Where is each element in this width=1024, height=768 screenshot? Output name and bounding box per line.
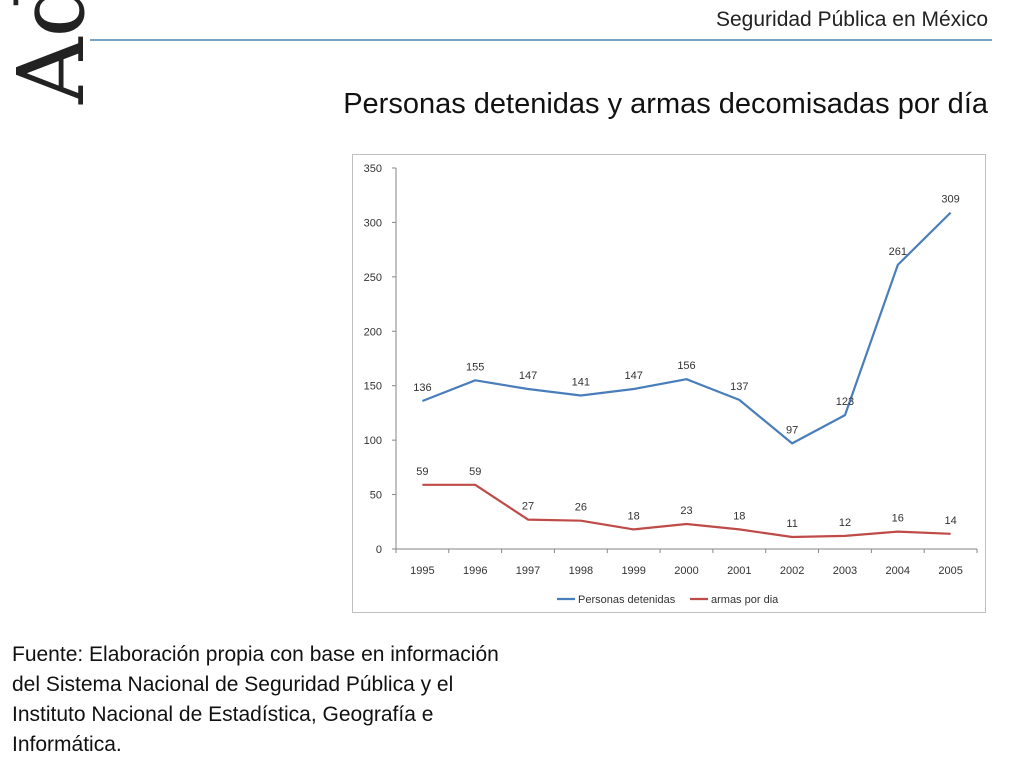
data-label: 147 (625, 370, 643, 382)
logo: AdA (0, 0, 110, 110)
y-tick-label: 250 (364, 272, 382, 284)
data-label: 137 (730, 381, 748, 393)
x-tick-label: 1998 (569, 565, 593, 577)
data-label: 27 (522, 501, 534, 513)
logo-text: AdA (0, 0, 105, 104)
x-tick-label: 2005 (938, 565, 962, 577)
x-tick-label: 2003 (833, 565, 857, 577)
y-tick-label: 150 (364, 381, 382, 393)
data-label: 26 (575, 502, 587, 514)
source-note: Fuente: Elaboración propia con base en i… (12, 643, 499, 756)
y-tick-label: 0 (376, 544, 382, 556)
series-line-1 (421, 211, 952, 445)
data-label: 261 (889, 246, 907, 258)
header-title: Seguridad Pública en México (716, 8, 988, 31)
data-label: 14 (944, 515, 956, 527)
data-label: 11 (786, 518, 797, 530)
y-tick-label: 350 (364, 163, 382, 175)
data-label: 123 (836, 396, 854, 408)
line-chart: 0 50 100 150 200 250 300 350 1995 1996 1997 1998 199… (364, 163, 978, 606)
y-tick-label: 50 (370, 490, 382, 502)
legend-label: Personas detenidas (578, 594, 676, 606)
data-label: 156 (677, 360, 695, 372)
y-tick-label: 100 (364, 435, 382, 447)
data-label: 18 (733, 510, 745, 522)
data-label: 141 (572, 377, 590, 389)
x-tick-label: 1997 (516, 565, 540, 577)
data-label: 155 (466, 361, 484, 373)
x-tick-label: 2004 (886, 565, 910, 577)
x-tick-label: 1996 (463, 565, 487, 577)
x-tick-label: 2000 (674, 565, 698, 577)
slide-title: Personas detenidas y armas decomisadas p… (343, 88, 988, 120)
data-label: 147 (519, 370, 537, 382)
x-tick-label: 2002 (780, 565, 804, 577)
data-label: 18 (628, 510, 640, 522)
data-label: 136 (413, 382, 431, 394)
data-label: 309 (941, 194, 959, 206)
chart-frame: 0 50 100 150 200 250 300 350 1995 1996 1997 1998 199… (352, 154, 986, 613)
series-line-2 (422, 483, 951, 539)
x-tick-label: 2001 (727, 565, 751, 577)
data-label: 23 (680, 505, 692, 517)
y-tick-label: 200 (364, 326, 382, 338)
x-tick-label: 1999 (621, 565, 645, 577)
data-label: 12 (839, 517, 851, 529)
data-label: 16 (892, 513, 904, 525)
data-label: 97 (786, 424, 798, 436)
y-tick-label: 300 (364, 217, 382, 229)
data-label: 59 (416, 466, 428, 478)
legend-label: armas por dia (711, 594, 779, 606)
data-label: 59 (469, 466, 481, 478)
x-tick-label: 1995 (410, 565, 434, 577)
header-divider (90, 39, 992, 41)
